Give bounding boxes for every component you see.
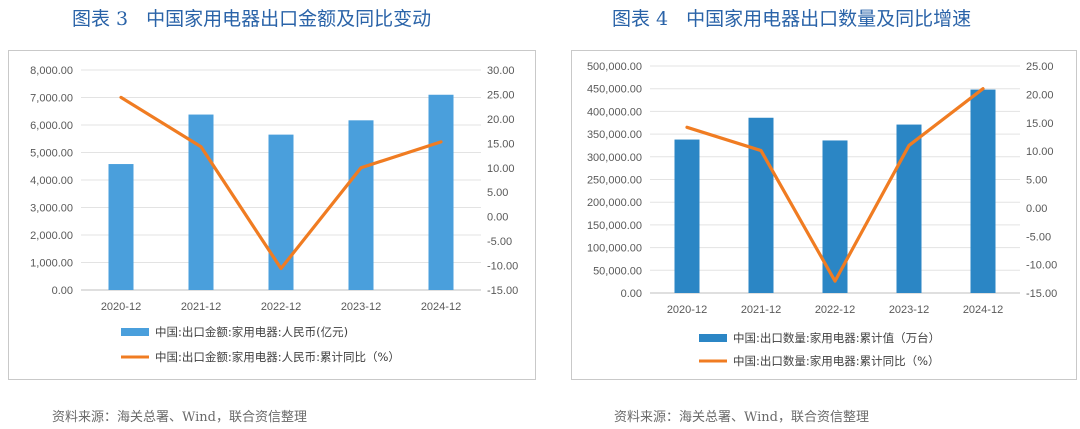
- y2-tick-label: 10.00: [487, 163, 515, 175]
- y2-tick-label: 0.00: [1026, 203, 1047, 215]
- bar-2022-12: [268, 134, 294, 290]
- y-tick-label: 400,000.00: [587, 106, 642, 118]
- y2-tick-label: -10.00: [487, 261, 518, 273]
- y-tick-label: 0.00: [52, 285, 73, 297]
- legend-bar-label: 中国:出口金额:家用电器:人民币(亿元): [155, 325, 348, 339]
- y2-tick-label: 25.00: [1026, 61, 1054, 73]
- figure-4-number: 图表 4: [612, 8, 669, 30]
- y-tick-label: 200,000.00: [587, 197, 642, 209]
- bar-2020-12: [674, 139, 700, 293]
- y-tick-label: 3,000.00: [30, 203, 73, 215]
- legend-line-label: 中国:出口数量:家用电器:累计同比（%）: [733, 354, 940, 368]
- y-tick-label: 7,000.00: [30, 93, 73, 105]
- y2-tick-label: -5.00: [487, 236, 512, 248]
- figure-3-number: 图表 3: [72, 8, 129, 30]
- y2-tick-label: -15.00: [487, 285, 518, 297]
- figure-3-caption: 中国家用电器出口金额及同比变动: [146, 8, 432, 30]
- y-tick-label: 4,000.00: [30, 175, 73, 187]
- x-tick-label: 2022-12: [261, 301, 301, 313]
- y-tick-label: 0.00: [621, 288, 642, 300]
- bar-2020-12: [108, 164, 134, 290]
- bar-2021-12: [188, 114, 214, 290]
- y-tick-label: 50,000.00: [593, 265, 642, 277]
- y2-tick-label: 15.00: [1026, 118, 1054, 130]
- bar-2023-12: [348, 120, 374, 290]
- x-tick-label: 2020-12: [101, 301, 141, 313]
- bar-2023-12: [896, 124, 922, 293]
- x-tick-label: 2024-12: [963, 304, 1003, 316]
- y-tick-label: 1,000.00: [30, 258, 73, 270]
- y-tick-label: 500,000.00: [587, 61, 642, 73]
- y-tick-label: 250,000.00: [587, 175, 642, 187]
- y2-tick-label: 0.00: [487, 212, 508, 224]
- figure-3-source: 资料来源：海关总署、Wind，联合资信整理: [52, 410, 307, 425]
- legend-bar-swatch: [699, 334, 727, 342]
- y2-tick-label: -10.00: [1026, 260, 1057, 272]
- y-tick-label: 2,000.00: [30, 230, 73, 242]
- chart-panel-export-value: 0.00 1,000.00 2,000.00 3,000.00 4,000.00 5,00…: [8, 50, 536, 380]
- y-tick-label: 8,000.00: [30, 65, 73, 77]
- y2-tick-label: -15.00: [1026, 288, 1057, 300]
- y-tick-label: 300,000.00: [587, 152, 642, 164]
- bar-2024-12: [970, 89, 996, 293]
- bar-2021-12: [748, 117, 774, 293]
- y2-tick-label: 25.00: [487, 89, 515, 101]
- figure-3-title: 图表 3 中国家用电器出口金额及同比变动: [72, 4, 431, 31]
- x-tick-label: 2023-12: [341, 301, 381, 313]
- bar-2022-12: [822, 140, 848, 293]
- y2-tick-label: 15.00: [487, 138, 515, 150]
- x-tick-label: 2020-12: [667, 304, 707, 316]
- y2-tick-label: -5.00: [1026, 231, 1051, 243]
- y-tick-label: 150,000.00: [587, 220, 642, 232]
- bar-2024-12: [428, 94, 454, 290]
- y2-tick-label: 5.00: [487, 187, 508, 199]
- y2-tick-label: 10.00: [1026, 146, 1054, 158]
- x-tick-label: 2024-12: [421, 301, 461, 313]
- legend-line-label: 中国:出口金额:家用电器:人民币:累计同比（%）: [155, 350, 400, 364]
- figure-4-caption: 中国家用电器出口数量及同比增速: [686, 8, 972, 30]
- y-tick-label: 350,000.00: [587, 129, 642, 141]
- legend-bar-swatch: [121, 328, 149, 336]
- chart-panel-export-quantity: 0.00 50,000.00 100,000.00 150,000.00 200,000…: [571, 50, 1077, 380]
- y2-tick-label: 20.00: [487, 114, 515, 126]
- chart-export-value: 0.00 1,000.00 2,000.00 3,000.00 4,000.00 5,00…: [30, 65, 518, 364]
- y-tick-label: 6,000.00: [30, 120, 73, 132]
- y-tick-label: 450,000.00: [587, 84, 642, 96]
- x-tick-label: 2021-12: [741, 304, 781, 316]
- figure-4-source: 资料来源：海关总署、Wind，联合资信整理: [614, 410, 869, 425]
- legend-bar-label: 中国:出口数量:家用电器:累计值（万台）: [733, 331, 940, 345]
- figure-4-title: 图表 4 中国家用电器出口数量及同比增速: [612, 4, 971, 31]
- chart-export-quantity: 0.00 50,000.00 100,000.00 150,000.00 200,000…: [587, 61, 1057, 368]
- y2-tick-label: 30.00: [487, 65, 515, 77]
- y-tick-label: 5,000.00: [30, 148, 73, 160]
- y2-tick-label: 5.00: [1026, 175, 1047, 187]
- x-tick-label: 2023-12: [889, 304, 929, 316]
- x-tick-label: 2021-12: [181, 301, 221, 313]
- y-tick-label: 100,000.00: [587, 243, 642, 255]
- x-tick-label: 2022-12: [815, 304, 855, 316]
- y2-tick-label: 20.00: [1026, 89, 1054, 101]
